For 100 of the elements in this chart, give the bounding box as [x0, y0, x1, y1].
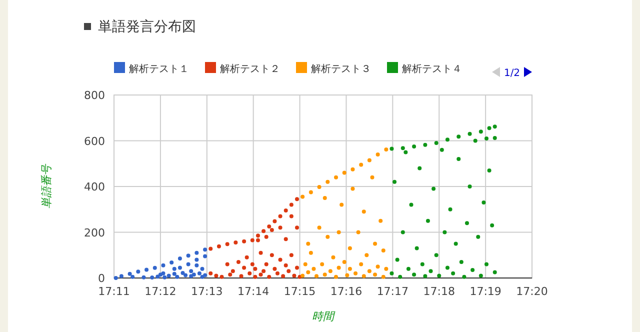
- point: [272, 219, 277, 224]
- point: [170, 260, 174, 264]
- point: [340, 202, 344, 207]
- point: [409, 202, 414, 207]
- point: [166, 274, 171, 278]
- x-tick-label: 17:18: [423, 285, 455, 298]
- point: [348, 246, 352, 250]
- point: [172, 266, 176, 271]
- point: [362, 210, 366, 214]
- point: [216, 244, 221, 248]
- point: [256, 234, 260, 238]
- point: [428, 269, 433, 274]
- point: [208, 271, 213, 276]
- point: [373, 242, 378, 246]
- point: [367, 158, 372, 162]
- point: [492, 124, 497, 129]
- y-tick-label: 200: [84, 226, 105, 240]
- point: [250, 238, 254, 242]
- point: [264, 234, 268, 239]
- point: [342, 170, 346, 175]
- x-tick-label: 17:17: [376, 285, 409, 298]
- point: [236, 260, 240, 264]
- point: [194, 258, 199, 262]
- point: [295, 197, 299, 202]
- point: [490, 223, 494, 228]
- point: [161, 263, 166, 268]
- point: [376, 264, 380, 269]
- point: [336, 230, 341, 234]
- point: [175, 274, 180, 279]
- point: [326, 234, 330, 239]
- point: [348, 266, 352, 271]
- point: [320, 262, 324, 266]
- point: [242, 266, 246, 270]
- legend-label: 解析テスト３: [311, 63, 371, 75]
- point: [473, 138, 478, 143]
- point: [306, 242, 310, 246]
- point: [478, 274, 483, 278]
- point: [322, 272, 327, 277]
- x-tick-label: 17:11: [98, 285, 130, 298]
- point: [384, 266, 388, 271]
- point: [281, 274, 286, 278]
- point: [350, 186, 355, 191]
- point: [189, 269, 194, 274]
- text: 1/2: [504, 68, 520, 79]
- point: [317, 184, 322, 189]
- point: [142, 275, 146, 280]
- x-tick-label: 17:20: [516, 285, 548, 298]
- point: [230, 269, 235, 274]
- point: [468, 184, 472, 188]
- x-tick-label: 17:13: [191, 285, 223, 298]
- point: [451, 271, 456, 276]
- point: [492, 270, 497, 274]
- chart-title: 単語発言分布図: [98, 19, 196, 35]
- point: [194, 263, 199, 268]
- point: [248, 271, 252, 276]
- point: [482, 200, 486, 205]
- point: [314, 274, 319, 278]
- point: [354, 271, 358, 276]
- point: [289, 214, 294, 218]
- point: [278, 214, 282, 218]
- point: [376, 152, 380, 156]
- point: [384, 147, 388, 152]
- point: [119, 274, 124, 278]
- point: [364, 253, 369, 258]
- point: [253, 274, 258, 279]
- point: [308, 190, 313, 194]
- point: [448, 207, 452, 212]
- point: [350, 167, 355, 172]
- point: [144, 268, 149, 272]
- point: [152, 266, 157, 270]
- point: [487, 168, 492, 172]
- point: [228, 272, 232, 277]
- point: [356, 230, 360, 234]
- point: [197, 271, 202, 276]
- point: [267, 274, 272, 279]
- point: [367, 269, 372, 274]
- point: [404, 150, 408, 154]
- point: [395, 258, 400, 262]
- point: [412, 144, 416, 148]
- point: [136, 270, 140, 274]
- x-tick-label: 17:15: [284, 285, 316, 298]
- point: [203, 248, 208, 252]
- point: [406, 266, 410, 271]
- point: [412, 272, 416, 277]
- point: [278, 226, 282, 230]
- point: [370, 175, 374, 180]
- point: [239, 274, 244, 278]
- point: [456, 157, 461, 162]
- point: [192, 272, 196, 277]
- legend-label: 解析テスト２: [220, 63, 280, 75]
- point: [180, 270, 185, 275]
- point: [178, 266, 182, 270]
- point: [286, 269, 291, 274]
- point: [130, 274, 135, 279]
- point: [256, 238, 260, 242]
- point: [334, 274, 338, 279]
- point: [459, 260, 464, 264]
- point: [178, 256, 182, 261]
- point: [308, 250, 313, 255]
- point: [253, 266, 258, 271]
